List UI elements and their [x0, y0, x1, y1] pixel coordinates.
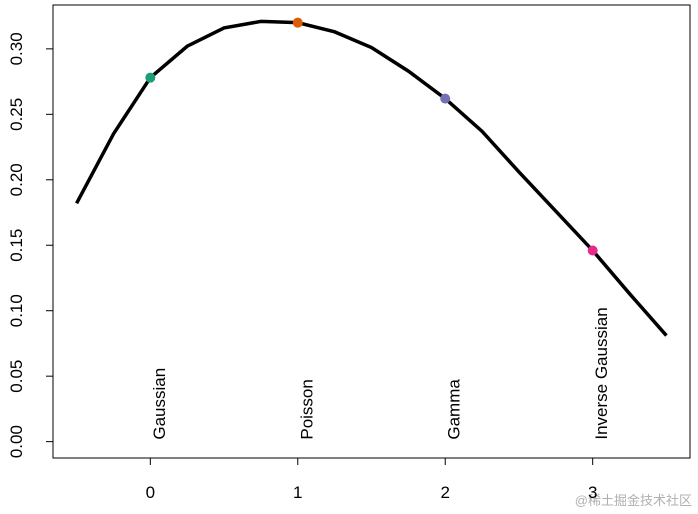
watermark: @稀土掘金技术社区 [575, 493, 692, 508]
y-tick-label: 0.15 [7, 229, 26, 262]
y-tick-label: 0.10 [7, 294, 26, 327]
point [292, 17, 303, 28]
y-tick-label: 0.00 [7, 425, 26, 458]
y-tick-label: 0.05 [7, 360, 26, 393]
x-tick-label: 2 [440, 483, 449, 502]
x-tick-label: 1 [293, 483, 302, 502]
point-label: Gaussian [150, 368, 169, 440]
point-label: Gamma [445, 379, 464, 440]
plot-box [52, 4, 691, 459]
x-tick-label: 0 [146, 483, 155, 502]
curve [75, 19, 668, 337]
point [145, 72, 156, 83]
point-label: Inverse Gaussian [592, 307, 611, 439]
x-tick-label: 3 [588, 483, 597, 502]
point [587, 245, 598, 256]
y-tick-label: 0.30 [7, 32, 26, 65]
y-tick-label: 0.25 [7, 98, 26, 131]
y-tick-label: 0.20 [7, 163, 26, 196]
point-label: Poisson [297, 379, 316, 439]
point [440, 93, 451, 104]
